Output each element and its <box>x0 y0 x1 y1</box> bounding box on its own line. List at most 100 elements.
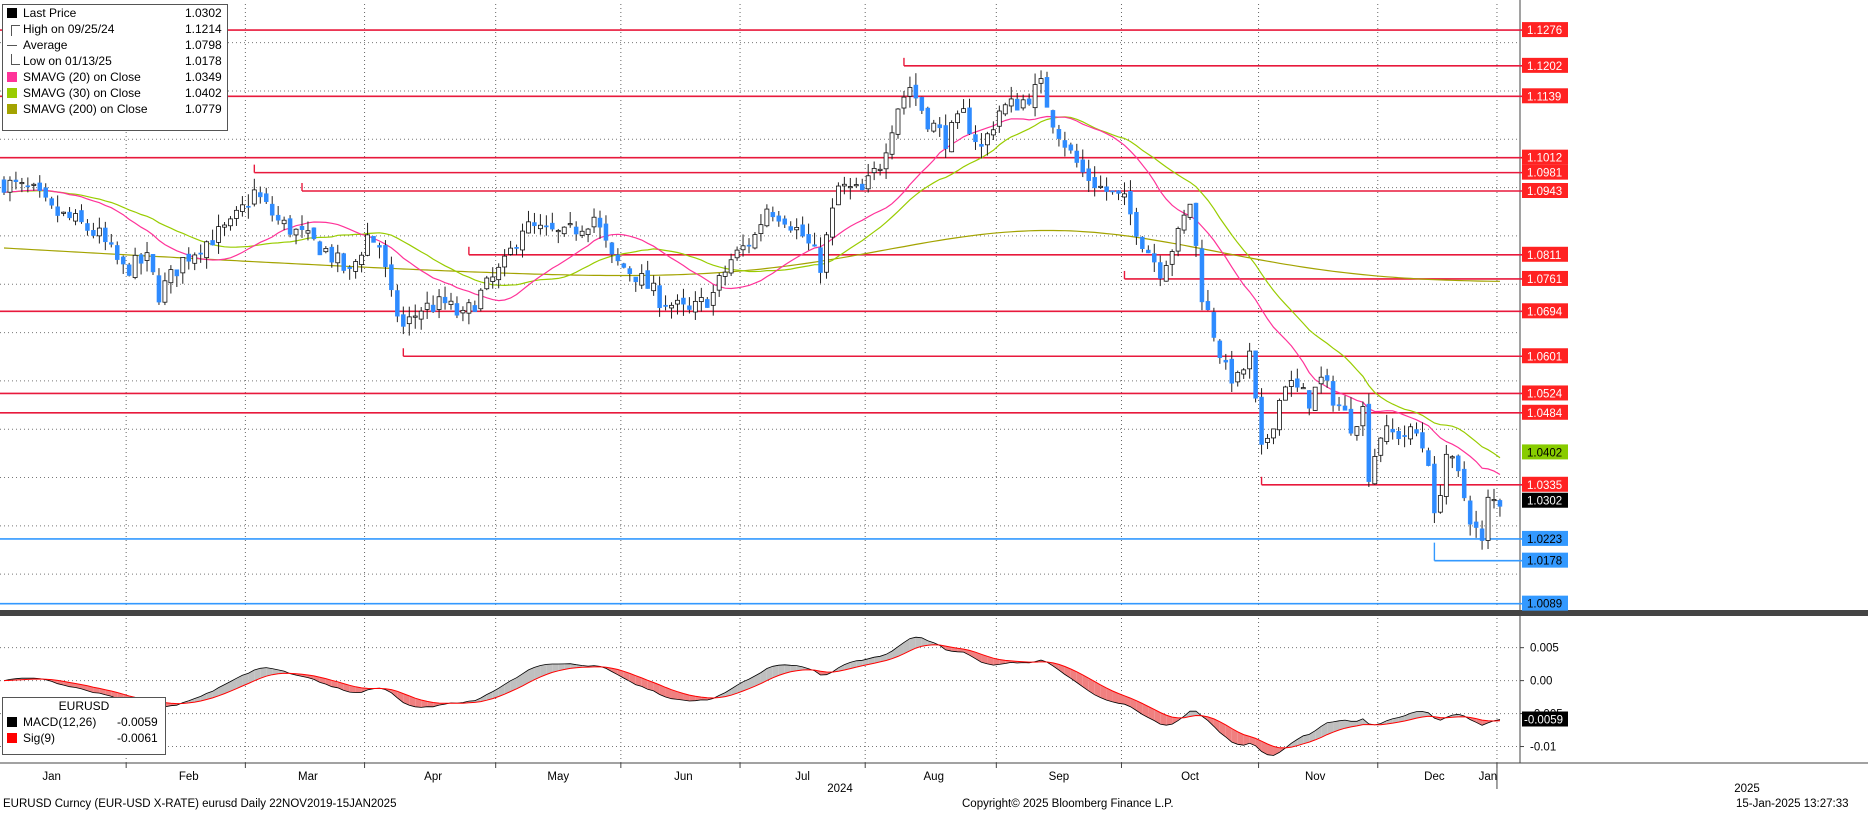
x-tick-label-month: Apr <box>424 771 442 783</box>
candle-body <box>1098 185 1104 188</box>
candle-body <box>168 269 174 284</box>
price-tag <box>1522 57 1568 73</box>
macd-fill-segment <box>1213 718 1220 733</box>
macd-fill-segment <box>790 665 797 672</box>
candle-body <box>67 211 72 219</box>
candle-body <box>597 217 603 228</box>
legend-entry-macd: MACD(12,26) -0.0059 <box>3 714 165 730</box>
price-tag <box>1522 348 1568 364</box>
candle-body <box>246 205 251 208</box>
candle-body <box>1211 311 1217 338</box>
candle-body <box>996 110 1002 127</box>
candle-body <box>1414 429 1419 434</box>
candle-body <box>1390 428 1395 433</box>
price-tag <box>1522 164 1568 180</box>
candle-body <box>1402 435 1407 437</box>
price-tag-label: 1.1139 <box>1527 91 1561 103</box>
macd-fill-segment <box>397 691 404 703</box>
macd-fill-segment <box>1154 709 1161 725</box>
candle-body <box>865 175 871 190</box>
macd-fill-segment <box>546 663 553 675</box>
candle-body <box>478 289 484 310</box>
candle-body <box>25 185 31 188</box>
candle-body <box>1157 262 1163 279</box>
macd-fill-segment <box>1333 720 1340 733</box>
square-icon <box>7 104 17 114</box>
candle-body <box>1193 202 1199 246</box>
macd-fill-segment <box>409 695 416 707</box>
x-tick-label-year: 2025 <box>1734 783 1760 795</box>
candle-body <box>698 297 704 303</box>
candle-body <box>818 247 823 273</box>
macd-fill-segment <box>862 658 869 666</box>
candle-body <box>526 221 531 234</box>
macd-fill-segment <box>689 695 696 702</box>
macd-fill-segment <box>355 686 362 693</box>
macd-fill-segment <box>909 637 916 651</box>
candle-body <box>1348 408 1354 434</box>
macd-fill-segment <box>1267 744 1274 756</box>
candle-body <box>341 253 346 271</box>
macd-fill-segment <box>927 640 934 646</box>
candle-body <box>1026 98 1032 105</box>
candle-body <box>103 227 108 243</box>
candle-body <box>79 210 84 223</box>
macd-fill-segment <box>641 677 648 690</box>
candle-body <box>925 107 931 130</box>
macd-fill-segment <box>510 677 517 692</box>
candle-body <box>496 266 502 281</box>
candle-body <box>85 223 90 231</box>
candle-body <box>847 186 853 189</box>
candle-body <box>1050 110 1056 128</box>
legend-value: 1.1214 <box>185 22 222 36</box>
candle-body <box>532 222 537 227</box>
macd-fill-segment <box>349 685 356 693</box>
macd-fill-segment <box>218 684 225 696</box>
price-tag <box>1522 595 1568 611</box>
candle-body <box>1318 376 1324 385</box>
candle-body <box>544 225 549 228</box>
candle-body <box>841 183 847 187</box>
macd-fill-segment <box>838 664 845 672</box>
candle-body <box>269 203 275 216</box>
candle-body <box>323 248 329 253</box>
candle-body <box>156 275 162 303</box>
candle-body <box>538 224 543 230</box>
macd-fill-segment <box>993 658 1000 666</box>
candle-body <box>263 193 269 202</box>
macd-fill-segment <box>266 667 273 677</box>
macd-fill-segment <box>886 651 893 661</box>
candle-body <box>1002 104 1008 115</box>
macd-fill-segment <box>361 687 368 693</box>
candle-body <box>371 235 376 243</box>
macd-fill-segment <box>552 663 559 673</box>
x-tick-label-month: Jan <box>42 771 61 783</box>
candle-body <box>1384 425 1390 442</box>
sma30-line <box>3 116 1501 459</box>
x-tick-label-month: Oct <box>1181 771 1200 783</box>
candle-body <box>359 254 365 265</box>
candle-body <box>1128 190 1133 215</box>
candle-body <box>126 264 132 276</box>
candle-body <box>675 299 680 305</box>
macd-fill-segment <box>1482 720 1489 726</box>
candle-body <box>508 247 514 255</box>
candle-body <box>109 242 114 245</box>
macd-fill-segment <box>1082 674 1089 691</box>
macd-fill-segment <box>564 663 571 670</box>
macd-fill-segment <box>200 693 207 701</box>
macd-fill-segment <box>1356 718 1363 726</box>
price-tag <box>1522 552 1568 568</box>
macd-fill-segment <box>1094 681 1101 698</box>
candle-body <box>740 245 746 251</box>
price-tag-label: 1.0335 <box>1527 480 1562 492</box>
candle-body <box>812 244 817 247</box>
macd-fill-segment <box>248 670 255 684</box>
candle-body <box>150 254 156 273</box>
price-tag <box>1522 530 1568 546</box>
candle-body <box>162 280 168 303</box>
price-tag-label: 1.1276 <box>1527 25 1562 37</box>
macd-fill-segment <box>1327 721 1334 735</box>
macd-value-tag <box>1522 711 1568 727</box>
legend-entry-sma20: SMAVG (20) on Close 1.0349 <box>3 69 227 85</box>
